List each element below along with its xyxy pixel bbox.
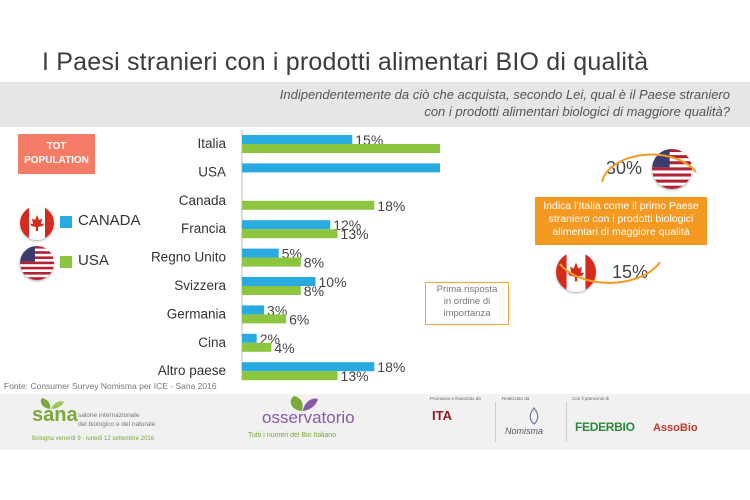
bar-usa (242, 342, 272, 352)
patrocinio-label: Con il patrocinio di (572, 396, 610, 401)
data-label: 13% (341, 368, 369, 384)
legend-swatch-usa (60, 256, 72, 268)
data-label: 6% (289, 311, 309, 327)
legend-label-canada: CANADA (78, 212, 141, 229)
page-title: I Paesi stranieri con i prodotti aliment… (42, 48, 649, 76)
bar-chart: Italia15%30%USA34%Canada18%Francia12%13%… (151, 130, 440, 384)
category-label: Svizzera (174, 278, 226, 293)
tot-population-badge: TOT POPULATION (18, 134, 95, 174)
nomisma-emblem-icon (529, 407, 539, 425)
bar-canada (242, 277, 316, 286)
data-label: 12% (333, 217, 361, 233)
data-label: 2% (260, 331, 280, 347)
callout-arc-top (601, 153, 697, 183)
bar-canada (242, 305, 265, 315)
category-label: Cina (198, 335, 226, 350)
category-label: Italia (197, 136, 226, 151)
usa-flag-icon (20, 246, 54, 280)
sana-date: Bologna venerdì 9 - lunedì 12 settembre … (32, 436, 155, 442)
tot-population-label: TOT POPULATION (24, 141, 89, 166)
realizzato-label: Realizzato da (502, 396, 530, 401)
category-label: Regno Unito (151, 250, 226, 265)
data-label: 8% (304, 255, 324, 271)
note-box: Prima risposta in ordine di importanza (425, 282, 509, 325)
data-label: 10% (319, 274, 347, 290)
legend-label-usa: USA (78, 252, 109, 269)
data-label: 13% (341, 226, 369, 242)
data-label: 4% (274, 340, 294, 356)
question-line-1: Indipendentemente da ciò che acquista, s… (279, 87, 730, 102)
assobio-logo-text: AssoBio (653, 422, 698, 434)
category-label: Francia (181, 221, 227, 236)
category-label: Canada (179, 193, 227, 208)
bar-canada (242, 362, 375, 372)
federbio-logo-text: FEDERBIO (575, 420, 635, 434)
footer-logos: sana salone internazionale del biologico… (0, 394, 750, 450)
footer-divider-2 (566, 402, 567, 442)
bar-canada (242, 163, 440, 173)
ita-logo-text: ITA (432, 408, 452, 423)
question-line-2: con i prodotti alimentari biologici di m… (424, 104, 730, 119)
osservatorio-leaf-icon (290, 396, 318, 411)
bar-canada (242, 220, 331, 230)
legend-swatch-canada (60, 216, 72, 228)
bar-canada (242, 135, 353, 144)
data-label: 18% (377, 198, 405, 214)
bar-usa (242, 229, 338, 239)
osservatorio-tagline: Tutti i numeri del Bio Italiano (248, 432, 337, 439)
bar-canada (242, 333, 257, 343)
nomisma-logo-text: Nomisma (505, 426, 544, 436)
category-label: Germania (167, 306, 227, 321)
category-label: Altro paese (158, 363, 226, 378)
canada-flag-icon (20, 206, 54, 240)
callout-arc-bottom (559, 261, 661, 284)
data-label: 18% (377, 359, 405, 375)
sana-desc-line-2: del biologico e del naturale (78, 421, 156, 428)
data-label: 8% (304, 283, 324, 299)
bar-usa (242, 286, 301, 295)
bar-usa (242, 257, 301, 267)
category-label: USA (198, 164, 226, 179)
sana-logo-text: sana (32, 404, 78, 426)
bar-usa (242, 200, 375, 210)
source-note: Fonte: Consumer Survey Nomisma per ICE -… (4, 381, 217, 391)
callout-usa-percent: 30% (606, 158, 643, 178)
callout-box: Indica l'Italia come il primo Paese stra… (535, 197, 707, 245)
canada-callout-flag-icon (556, 252, 596, 292)
bar-usa (242, 144, 440, 153)
promosso-label: Promosso e finanziato da (430, 396, 481, 401)
sana-leaf-icon (40, 398, 64, 409)
footer-divider-1 (495, 402, 496, 442)
question-box: Indipendentemente da ciò che acquista, s… (0, 82, 750, 127)
osservatorio-logo-text: osservatorio (262, 408, 355, 427)
bar-canada (242, 248, 279, 258)
bar-usa (242, 314, 287, 324)
sana-desc-line-1: salone internazionale (78, 412, 140, 419)
bar-usa (242, 371, 338, 381)
